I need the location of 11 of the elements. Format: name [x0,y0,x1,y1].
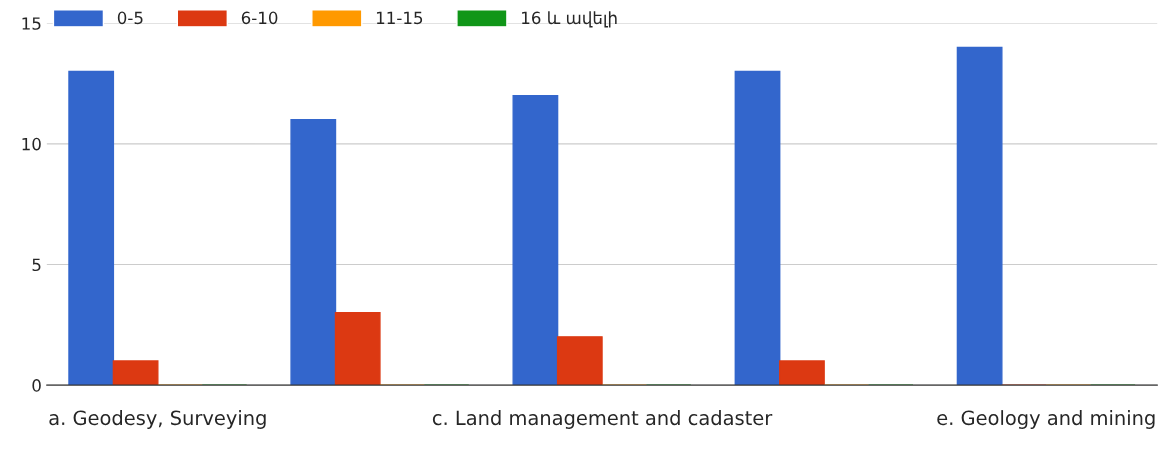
y-tick-label: 0 [32,379,41,392]
legend-label: 11-15 [376,11,423,25]
x-tick-label: a. Geodesy, Surveying [49,410,266,429]
y-tick-label: 10 [22,137,41,151]
x-tick-label: e. Geology and mining [937,410,1155,429]
legend-label: 6-10 [241,11,278,25]
y-tick-label: 5 [32,258,41,272]
y-tick-label: 15 [22,17,41,30]
legend-label: 16 և ավելի [522,11,617,28]
x-tick-label: c. Land management and cadaster [432,410,773,429]
legend-label: 0-5 [117,11,143,25]
